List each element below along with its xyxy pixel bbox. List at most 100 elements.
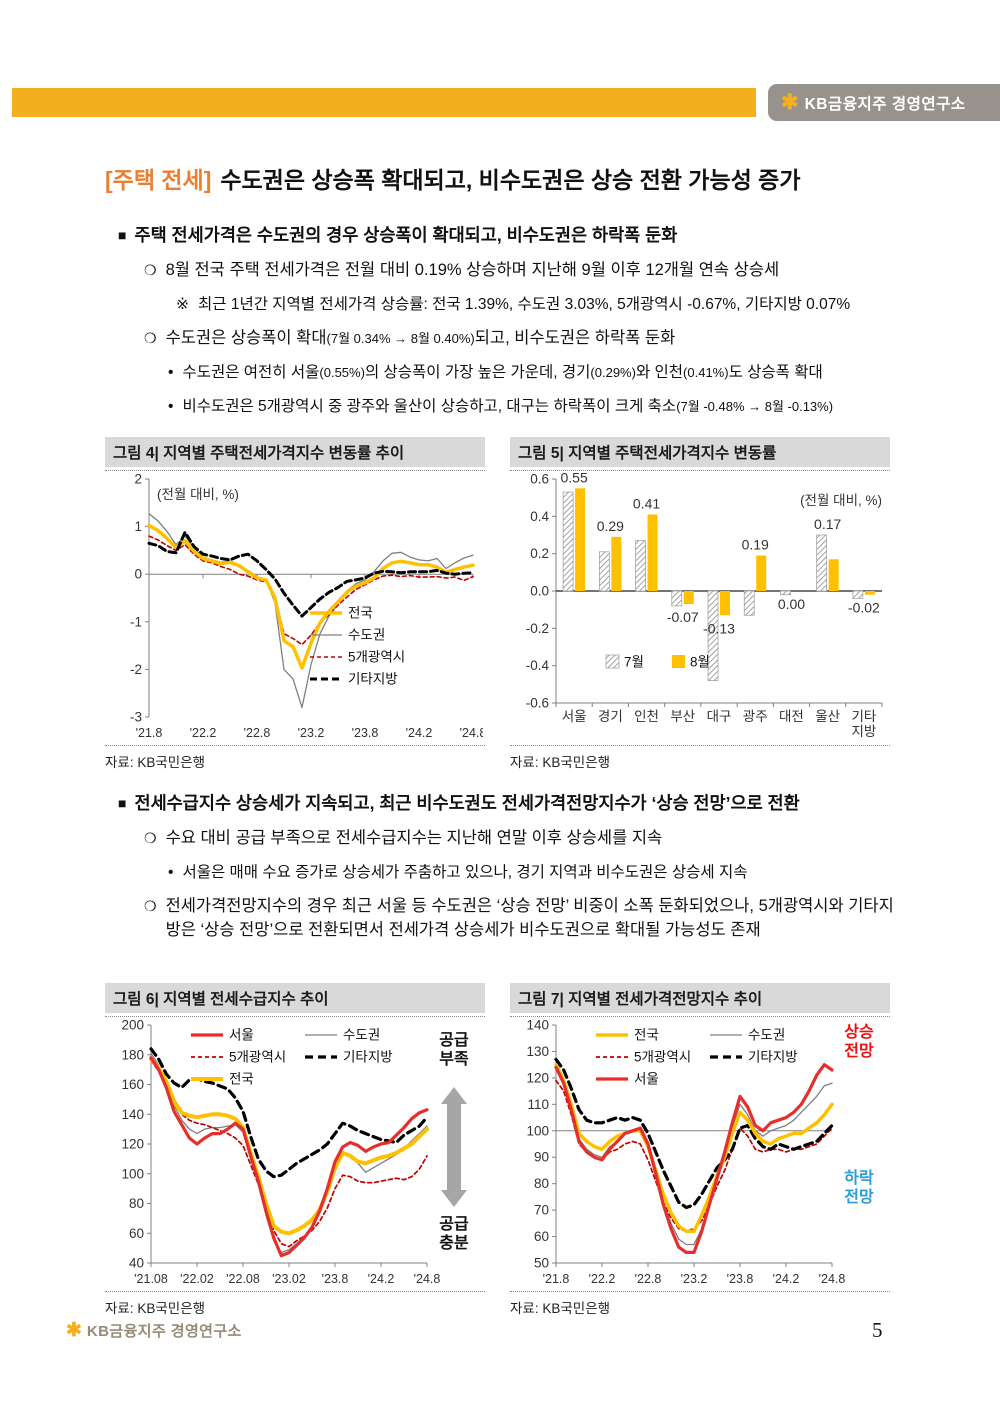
svg-text:'22.8: '22.8 xyxy=(635,1272,662,1286)
svg-text:40: 40 xyxy=(129,1256,144,1271)
svg-text:7월: 7월 xyxy=(624,655,644,670)
svg-text:충분: 충분 xyxy=(439,1234,469,1252)
svg-text:5개광역시: 5개광역시 xyxy=(634,1050,691,1065)
header-brand-text: KB금융지주 경영연구소 xyxy=(804,95,966,113)
section-bullets: ❍ 8월 전국 주택 전세가격은 전월 대비 0.19% 상승하며 지난해 9월 … xyxy=(118,259,908,418)
divider xyxy=(510,470,890,471)
svg-text:110: 110 xyxy=(527,1097,549,1112)
svg-text:-0.2: -0.2 xyxy=(526,621,549,636)
chart-row-1: 그림 4| 지역별 주택전세가격지수 변동률 추이 2 1 0 -1 -2 -3'21.8… xyxy=(105,437,890,771)
svg-text:0.2: 0.2 xyxy=(530,546,549,561)
svg-text:5개광역시: 5개광역시 xyxy=(348,650,405,665)
svg-text:전국: 전국 xyxy=(634,1028,659,1043)
bullet-item: ❍ 8월 전국 주택 전세가격은 전월 대비 0.19% 상승하며 지난해 9월 … xyxy=(144,259,908,283)
svg-text:서울: 서울 xyxy=(229,1028,254,1043)
svg-text:서울: 서울 xyxy=(562,709,587,724)
section-supply-index: ■ 전세수급지수 상승세가 지속되고, 최근 비수도권도 전세가격전망지수가 ‘상… xyxy=(118,790,908,954)
bullet-text: 최근 1년간 지역별 전세가격 상승률: 전국 1.39%, 수도권 3.03%… xyxy=(198,295,851,313)
dot-bullet-icon: • xyxy=(168,863,174,881)
svg-text:0.41: 0.41 xyxy=(633,495,660,511)
svg-text:80: 80 xyxy=(129,1196,144,1211)
svg-text:0.6: 0.6 xyxy=(530,472,549,487)
svg-text:기타지방: 기타지방 xyxy=(348,672,398,687)
svg-text:140: 140 xyxy=(121,1107,144,1122)
svg-text:'23.02: '23.02 xyxy=(272,1272,306,1286)
bullet-item: ❍ 전세가격전망지수의 경우 최근 서울 등 수도권은 ‘상승 전망’ 비중이 소… xyxy=(144,895,908,943)
section-heading: ■ 주택 전세가격은 수도권의 경우 상승폭이 확대되고, 비수도권은 하락폭 둔… xyxy=(118,222,908,247)
svg-text:기타: 기타 xyxy=(851,709,876,724)
svg-text:50: 50 xyxy=(534,1256,549,1271)
page-number: 5 xyxy=(872,1318,883,1342)
bar-chart-fig5: 0.6 0.4 0.2 0.0 -0.2 -0.4 -0.6 0.55 서울 0.29 경기 0.41… xyxy=(526,471,883,739)
svg-text:90: 90 xyxy=(534,1150,549,1165)
figure-4-source: 자료: KB국민은행 xyxy=(105,745,485,771)
dot-bullet-icon: • xyxy=(168,397,174,415)
circle-bullet-icon: ❍ xyxy=(144,898,157,915)
svg-text:기타지방: 기타지방 xyxy=(343,1050,393,1065)
svg-text:5개광역시: 5개광역시 xyxy=(229,1050,286,1065)
figure-6-source: 자료: KB국민은행 xyxy=(105,1291,485,1317)
svg-text:'24.2: '24.2 xyxy=(406,726,433,740)
note-bullet-icon: ※ xyxy=(176,295,189,313)
bullet-item: ※ 최근 1년간 지역별 전세가격 상승률: 전국 1.39%, 수도권 3.03… xyxy=(176,294,908,316)
chart-row-2: 그림 6| 지역별 전세수급지수 추이 200 180 160 140 120 100 80… xyxy=(105,983,890,1317)
svg-text:0.0: 0.0 xyxy=(530,584,549,599)
bullet-text: 서울은 매매 수요 증가로 상승세가 주춤하고 있으나, 경기 지역과 비수도권… xyxy=(182,863,748,881)
svg-text:-0.07: -0.07 xyxy=(667,609,699,625)
figure-7: 그림 7| 지역별 전세가격전망지수 추이 140 130 120 110 100 90 8… xyxy=(510,983,890,1317)
divider xyxy=(105,1016,485,1017)
svg-text:100: 100 xyxy=(121,1166,144,1181)
title-text: 수도권은 상승폭 확대되고, 비수도권은 상승 전환 가능성 증가 xyxy=(220,167,801,194)
square-bullet-icon: ■ xyxy=(118,795,127,811)
svg-text:'23.2: '23.2 xyxy=(681,1272,708,1286)
svg-text:0.17: 0.17 xyxy=(814,516,841,532)
svg-text:0.55: 0.55 xyxy=(560,471,587,485)
bullet-text: 8월 전국 주택 전세가격은 전월 대비 0.19% 상승하며 지난해 9월 이… xyxy=(165,261,780,279)
circle-bullet-icon: ❍ xyxy=(144,330,157,347)
svg-text:'22.08: '22.08 xyxy=(226,1272,260,1286)
kb-star-icon: ✱ xyxy=(781,91,799,114)
svg-text:수도권: 수도권 xyxy=(348,628,385,643)
svg-text:-0.02: -0.02 xyxy=(848,600,880,616)
divider xyxy=(105,470,485,471)
svg-text:'24.8: '24.8 xyxy=(819,1272,846,1286)
figure-6: 그림 6| 지역별 전세수급지수 추이 200 180 160 140 120 100 80… xyxy=(105,983,485,1317)
circle-bullet-icon: ❍ xyxy=(144,830,157,846)
svg-text:0: 0 xyxy=(134,567,142,582)
svg-text:전망: 전망 xyxy=(844,1042,874,1060)
svg-text:하락: 하락 xyxy=(844,1168,874,1187)
line-chart-fig6: 200 180 160 140 120 100 80 60 40'21.08 '22.02 '22.… xyxy=(121,1018,469,1287)
svg-text:인천: 인천 xyxy=(634,709,659,724)
svg-text:(전월 대비, %): (전월 대비, %) xyxy=(800,493,882,508)
svg-text:'21.08: '21.08 xyxy=(134,1272,168,1286)
svg-text:80: 80 xyxy=(534,1176,549,1191)
footer-brand: ✱ KB금융지주 경영연구소 xyxy=(66,1320,242,1341)
figure-7-source: 자료: KB국민은행 xyxy=(510,1291,890,1317)
circle-bullet-icon: ❍ xyxy=(144,262,157,278)
svg-text:'21.8: '21.8 xyxy=(543,1272,570,1286)
bullet-item: • 서울은 매매 수요 증가로 상승세가 주춤하고 있으나, 경기 지역과 비수도… xyxy=(168,862,908,884)
svg-text:전국: 전국 xyxy=(348,606,373,621)
section-jeonse-price: ■ 주택 전세가격은 수도권의 경우 상승폭이 확대되고, 비수도권은 하락폭 둔… xyxy=(118,222,908,429)
figure-4: 그림 4| 지역별 주택전세가격지수 변동률 추이 2 1 0 -1 -2 -3'21.8… xyxy=(105,437,485,771)
svg-text:-2: -2 xyxy=(130,662,142,677)
svg-text:부족: 부족 xyxy=(439,1050,469,1068)
bullet-item: • 수도권은 여전히 서울(0.55%)의 상승폭이 가장 높은 가운데, 경기(… xyxy=(168,362,908,384)
svg-text:상승: 상승 xyxy=(844,1023,874,1041)
svg-text:울산: 울산 xyxy=(815,709,840,724)
svg-text:-0.6: -0.6 xyxy=(526,696,549,711)
figure-6-title: 그림 6| 지역별 전세수급지수 추이 xyxy=(105,983,485,1013)
figure-7-title: 그림 7| 지역별 전세가격전망지수 추이 xyxy=(510,983,890,1013)
footer-brand-text: KB금융지주 경영연구소 xyxy=(86,1323,242,1340)
svg-text:200: 200 xyxy=(121,1018,144,1033)
figure-5: 그림 5| 지역별 주택전세가격지수 변동률 0.6 0.4 0.2 0.0 -0.2 -… xyxy=(510,437,890,771)
svg-text:0.19: 0.19 xyxy=(742,537,769,553)
svg-text:-1: -1 xyxy=(130,614,142,629)
svg-text:130: 130 xyxy=(526,1044,549,1059)
line-chart-fig4: 2 1 0 -1 -2 -3'21.8 '22.2 '22.8 '23.2 '23.8 '24.2 '… xyxy=(130,472,483,741)
bullet-item: • 비수도권은 5개광역시 중 광주와 울산이 상승하고, 대구는 하락폭이 크게… xyxy=(168,396,908,418)
svg-text:전국: 전국 xyxy=(229,1072,254,1087)
svg-text:120: 120 xyxy=(526,1070,549,1085)
bullet-text: 전세가격전망지수의 경우 최근 서울 등 수도권은 ‘상승 전망’ 비중이 소폭… xyxy=(165,897,894,940)
